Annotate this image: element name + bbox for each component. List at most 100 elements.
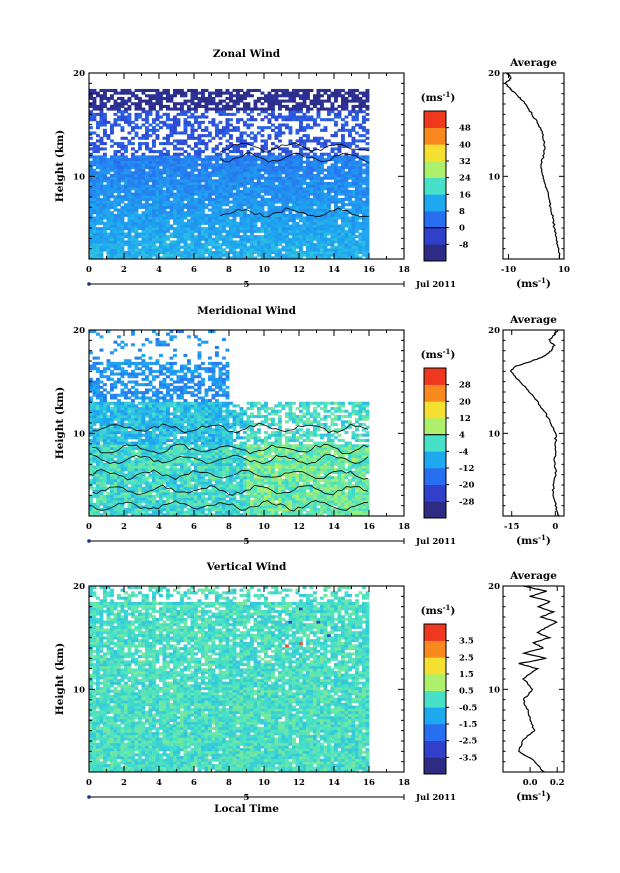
field-cell xyxy=(341,205,345,209)
field-cell xyxy=(316,171,321,175)
field-cell xyxy=(124,150,128,154)
field-cell xyxy=(173,94,177,98)
field-cell xyxy=(351,189,356,193)
field-cell xyxy=(225,118,230,122)
field-cell xyxy=(323,211,328,215)
field-cell xyxy=(306,184,310,188)
field-cell xyxy=(183,221,188,225)
field-cell xyxy=(362,195,366,199)
field-cell xyxy=(124,213,128,217)
field-cell xyxy=(201,256,205,260)
field-cell xyxy=(281,179,286,183)
field-cell xyxy=(285,158,289,162)
field-cell xyxy=(92,88,97,92)
field-cell xyxy=(103,128,107,132)
field-cell xyxy=(334,203,338,207)
field-cell xyxy=(211,232,216,236)
field-cell xyxy=(281,115,286,119)
field-cell xyxy=(334,224,338,228)
field-cell xyxy=(99,96,104,100)
field-cell xyxy=(127,88,132,92)
field-cell xyxy=(239,179,244,183)
field-cell xyxy=(232,216,237,220)
field-cell xyxy=(96,219,100,223)
field-cell xyxy=(162,88,167,92)
field-cell xyxy=(113,251,118,255)
field-cell xyxy=(92,240,97,244)
field-cell xyxy=(127,240,132,244)
field-cell xyxy=(176,203,181,207)
field-cell xyxy=(138,147,142,151)
field-cell xyxy=(190,134,195,138)
field-cell xyxy=(96,126,100,130)
field-cell xyxy=(92,385,97,389)
field-cell xyxy=(295,200,300,204)
field-cell xyxy=(166,251,170,255)
field-cell xyxy=(145,99,149,103)
field-cell xyxy=(271,181,275,185)
field-cell xyxy=(243,144,247,148)
field-cell xyxy=(309,243,314,247)
field-cell xyxy=(246,166,251,170)
field-cell xyxy=(148,248,153,252)
field-cell xyxy=(201,139,205,143)
field-cell xyxy=(110,492,114,496)
field-cell xyxy=(131,248,135,252)
field-cell xyxy=(141,173,146,178)
field-cell xyxy=(92,470,97,474)
field-cell xyxy=(306,152,310,156)
field-cell xyxy=(141,99,146,103)
field-cell xyxy=(365,197,370,201)
field-cell xyxy=(145,468,149,472)
field-cell xyxy=(278,229,282,233)
field-cell xyxy=(106,168,111,172)
field-cell xyxy=(106,248,111,252)
field-cell xyxy=(218,237,223,241)
field-cell xyxy=(271,221,275,225)
field-cell xyxy=(106,120,111,124)
field-cell xyxy=(236,251,240,255)
field-cell xyxy=(243,171,247,175)
field-cell xyxy=(110,433,114,437)
field-cell xyxy=(309,163,314,167)
field-cell xyxy=(183,211,188,215)
field-cell xyxy=(341,245,345,249)
field-cell xyxy=(211,219,216,223)
field-cell xyxy=(292,168,296,172)
field-cell xyxy=(358,96,363,100)
field-cell xyxy=(285,237,289,241)
field-cell xyxy=(187,88,191,92)
field-cell xyxy=(334,179,338,183)
field-cell xyxy=(355,110,359,114)
field-cell xyxy=(103,497,107,501)
field-cell xyxy=(208,243,212,247)
field-cell xyxy=(155,251,160,255)
field-cell xyxy=(260,205,265,209)
field-cell xyxy=(299,102,303,106)
field-cell xyxy=(120,224,125,228)
field-cell xyxy=(141,197,146,201)
field-cell xyxy=(183,139,188,143)
field-cell xyxy=(302,139,307,143)
field-cell xyxy=(194,216,198,220)
field-cell xyxy=(201,208,205,212)
field-cell xyxy=(271,187,275,191)
field-cell xyxy=(113,179,118,183)
field-cell xyxy=(344,179,349,183)
field-cell xyxy=(250,94,254,98)
field-cell xyxy=(365,147,370,151)
field-cell xyxy=(127,460,132,464)
field-cell xyxy=(355,181,359,185)
field-cell xyxy=(134,102,139,106)
field-cell xyxy=(225,123,230,127)
field-cell xyxy=(208,158,212,162)
field-cell xyxy=(127,104,132,108)
field-cell xyxy=(292,118,296,122)
field-cell xyxy=(110,104,114,108)
field-cell xyxy=(316,197,321,201)
field-cell xyxy=(117,163,121,167)
field-cell xyxy=(166,126,170,130)
field-cell xyxy=(337,168,342,172)
field-cell xyxy=(92,107,97,111)
field-cell xyxy=(117,166,121,170)
